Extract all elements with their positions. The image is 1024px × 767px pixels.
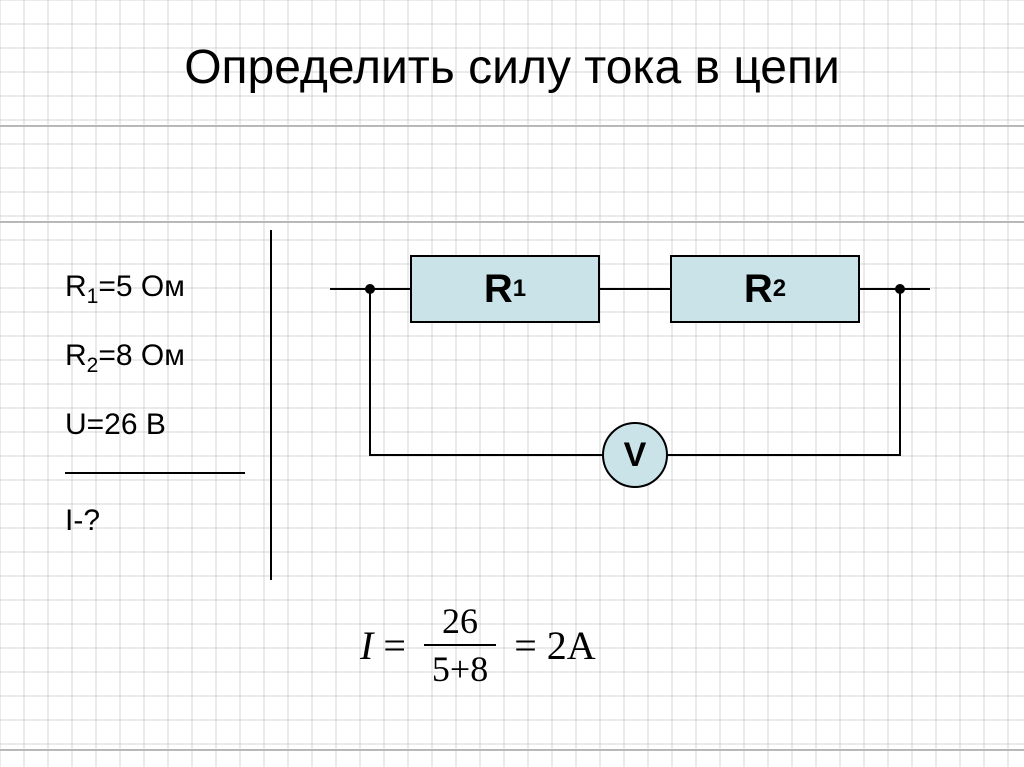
wire — [899, 288, 901, 456]
circuit-node — [365, 284, 375, 294]
content-root: Определить силу тока в цепи R1=5 Ом R2=8… — [0, 0, 1024, 767]
given-r1: R1=5 Ом — [65, 270, 245, 309]
fraction-numerator: 26 — [434, 600, 486, 644]
resistor-r1: R1 — [410, 255, 600, 323]
givens-separator-horizontal — [65, 472, 245, 474]
wire — [667, 454, 901, 456]
givens-separator-vertical — [270, 230, 272, 580]
circuit-diagram: R1 R2 V — [330, 255, 930, 515]
given-u: U=26 В — [65, 408, 245, 442]
circuit-node — [895, 284, 905, 294]
givens-block: R1=5 Ом R2=8 Ом U=26 В I-? — [65, 270, 245, 568]
page-title: Определить силу тока в цепи — [0, 0, 1024, 95]
formula-fraction: 26 5+8 — [424, 600, 496, 690]
wire — [369, 454, 603, 456]
fraction-denominator: 5+8 — [424, 644, 496, 690]
given-unknown: I-? — [65, 504, 245, 538]
voltmeter: V — [602, 422, 668, 488]
formula-rhs: 2A — [547, 622, 596, 669]
wire — [600, 288, 670, 290]
equals-sign: = — [383, 622, 406, 669]
equals-sign-2: = — [514, 622, 537, 669]
resistor-r2: R2 — [670, 255, 860, 323]
wire — [369, 288, 371, 456]
solution-formula: I = 26 5+8 = 2A — [360, 600, 596, 690]
given-r2: R2=8 Ом — [65, 339, 245, 378]
formula-lhs: I — [360, 622, 373, 669]
